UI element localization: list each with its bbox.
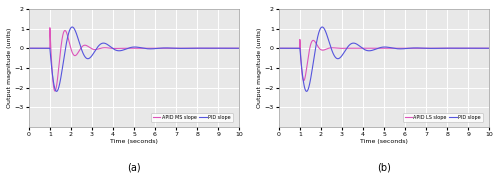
X-axis label: Time (seconds): Time (seconds) (360, 140, 408, 145)
PID slope (236, 47, 242, 49)
PID slope (106, 45, 112, 47)
PID slope (314, 39, 320, 41)
PID slope (183, 47, 189, 50)
PID slope (152, 47, 158, 50)
PID slope (199, 47, 205, 49)
APID MS slope (199, 47, 205, 49)
PID slope (26, 47, 32, 49)
APID MS slope (236, 47, 242, 49)
PID slope (319, 26, 325, 28)
Text: (b): (b) (377, 162, 391, 172)
APID LS slope (402, 47, 408, 49)
APID LS slope (486, 47, 492, 49)
APID LS slope (300, 80, 306, 82)
PID slope (486, 47, 492, 49)
Y-axis label: Output magnitude (units): Output magnitude (units) (7, 28, 12, 108)
APID MS slope (152, 47, 158, 49)
APID MS slope (52, 90, 58, 92)
PID slope (356, 45, 362, 47)
APID LS slope (412, 47, 418, 49)
APID LS slope (433, 47, 439, 49)
PID slope (412, 47, 418, 49)
APID LS slope (297, 38, 303, 41)
APID MS slope (106, 47, 112, 49)
X-axis label: Time (seconds): Time (seconds) (110, 140, 158, 145)
APID LS slope (449, 47, 455, 49)
APID LS slope (356, 47, 362, 49)
PID slope (162, 47, 168, 49)
APID LS slope (276, 47, 282, 49)
APID MS slope (47, 27, 53, 29)
APID LS slope (314, 44, 320, 46)
PID slope (64, 39, 70, 41)
APID MS slope (26, 47, 32, 49)
PID slope (54, 90, 60, 93)
Y-axis label: Output magnitude (units): Output magnitude (units) (257, 28, 262, 108)
PID slope (276, 47, 282, 49)
Line: PID slope: PID slope (29, 27, 239, 91)
Line: APID LS slope: APID LS slope (279, 39, 489, 81)
PID slope (402, 47, 408, 50)
APID MS slope (64, 33, 70, 35)
APID MS slope (162, 47, 168, 49)
Legend: APID MS slope, PID slope: APID MS slope, PID slope (151, 113, 232, 122)
PID slope (69, 26, 75, 28)
PID slope (433, 47, 439, 50)
Line: PID slope: PID slope (279, 27, 489, 91)
PID slope (449, 47, 455, 49)
Line: APID MS slope: APID MS slope (29, 28, 239, 91)
Text: (a): (a) (127, 162, 141, 172)
PID slope (304, 90, 310, 93)
APID MS slope (183, 47, 189, 49)
Legend: APID LS slope, PID slope: APID LS slope, PID slope (402, 113, 482, 122)
